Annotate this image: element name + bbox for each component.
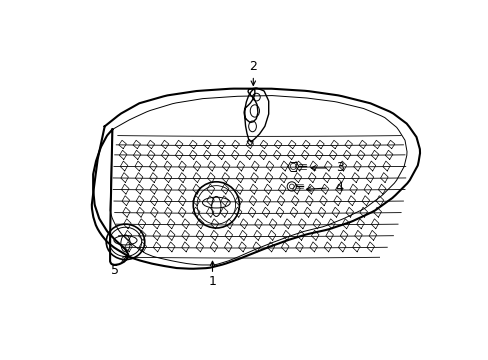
Text: 5: 5 — [110, 264, 119, 277]
Text: 3: 3 — [335, 161, 343, 175]
Text: 4: 4 — [335, 181, 343, 194]
Text: 2: 2 — [249, 60, 257, 73]
Text: 1: 1 — [208, 275, 216, 288]
